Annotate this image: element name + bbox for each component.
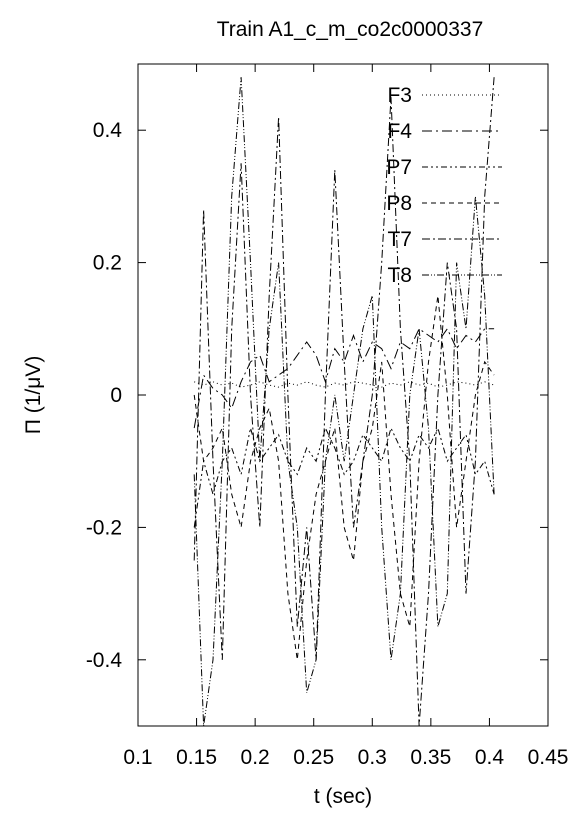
legend-label-f3: F3 (387, 84, 412, 107)
legend-label-f4: F4 (387, 120, 412, 143)
x-tick-label: 0.45 (528, 746, 569, 769)
series-line-f3 (194, 381, 495, 388)
series-line-p7 (193, 426, 495, 528)
x-tick-label: 0.25 (293, 746, 334, 769)
legend-label-p7: P7 (386, 156, 412, 179)
y-tick-label: 0.2 (93, 252, 122, 275)
y-tick-label: 0.4 (93, 119, 123, 142)
series-line-t8 (193, 77, 495, 726)
chart-title: Train A1_c_m_co2c0000337 (217, 18, 484, 41)
y-axis-label: Π (1/μV) (22, 356, 45, 435)
y-axis: -0.4 -0.2 0 0.2 0.4 (86, 119, 548, 672)
legend-label-t7: T7 (387, 228, 412, 251)
series-line-t7 (193, 77, 495, 726)
series-line-p8 (193, 295, 495, 660)
series-line-f4 (193, 327, 495, 429)
x-tick-label: 0.2 (241, 746, 270, 769)
x-axis: 0.1 0.15 0.2 0.25 0.3 0.35 0.4 0.45 (123, 64, 568, 769)
legend-label-p8: P8 (386, 192, 412, 215)
y-tick-label: -0.4 (86, 649, 123, 672)
x-tick-label: 0.35 (410, 746, 451, 769)
legend: F3 F4 P7 P8 T7 T8 (386, 84, 502, 287)
y-tick-label: -0.2 (86, 516, 122, 539)
x-tick-label: 0.1 (123, 746, 152, 769)
x-tick-label: 0.4 (475, 746, 505, 769)
x-tick-label: 0.3 (358, 746, 387, 769)
x-tick-label: 0.15 (176, 746, 217, 769)
x-axis-label: t (sec) (314, 785, 372, 808)
legend-label-t8: T8 (387, 264, 412, 287)
y-tick-label: 0 (110, 384, 122, 407)
